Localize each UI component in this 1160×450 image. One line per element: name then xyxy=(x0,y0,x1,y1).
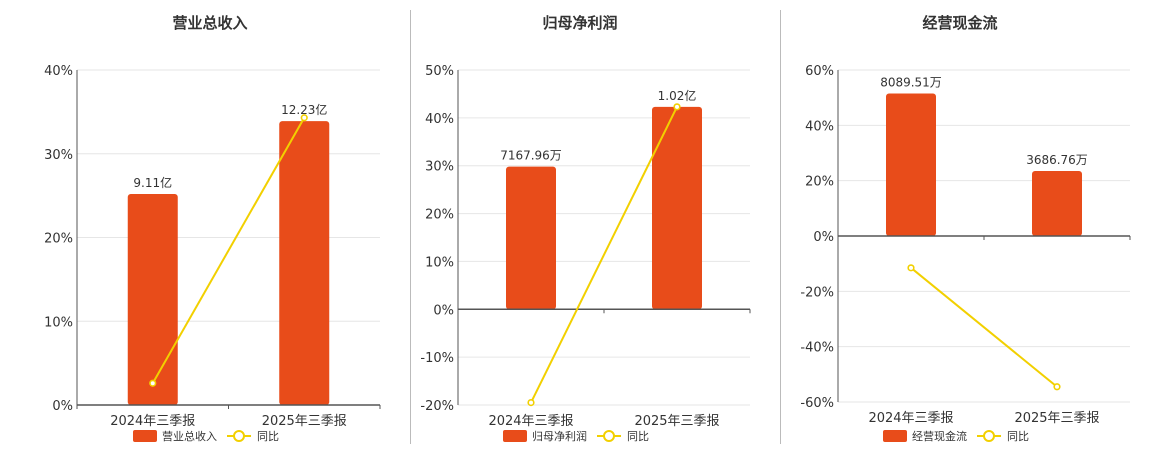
p1-legend-bar-swatch xyxy=(133,430,157,442)
p3-ytick-label: -20% xyxy=(800,285,834,300)
p1-yoy-line xyxy=(151,117,306,384)
p2-bar-label: 7167.96万 xyxy=(500,149,562,163)
p3-ytick-label: -60% xyxy=(800,396,834,411)
p2-legend-bar-label: 归母净利润 xyxy=(532,429,587,443)
p2-ytick-label: 50% xyxy=(425,64,454,79)
p2-ytick-label: 20% xyxy=(425,208,454,223)
p3-yoy-line xyxy=(910,267,1058,388)
p1-ytick-label: 10% xyxy=(44,315,73,330)
p2-yoy-point xyxy=(527,399,535,407)
p2-bar-label: 1.02亿 xyxy=(658,88,697,103)
p1-category-label: 2024年三季报 xyxy=(110,414,195,429)
p3-ytick-label: 0% xyxy=(813,230,834,245)
p3-bar xyxy=(1032,170,1082,236)
p3-legend-bar-label: 经营现金流 xyxy=(912,429,967,443)
p1-yoy-point xyxy=(300,114,308,122)
p3-ytick-label: 20% xyxy=(805,175,834,190)
p2-ytick-label: -20% xyxy=(420,399,454,414)
panel-divider-2 xyxy=(780,10,781,444)
p3-bar-label: 3686.76万 xyxy=(1026,153,1088,167)
p3-ytick-label: 40% xyxy=(805,119,834,134)
p1-ytick-label: 30% xyxy=(44,148,73,163)
p1-ytick-label: 20% xyxy=(44,232,73,247)
p1-title: 营业总收入 xyxy=(172,14,247,32)
p3-legend-bar-swatch xyxy=(883,430,907,442)
p2-category-label: 2025年三季报 xyxy=(634,414,719,429)
p2-category-label: 2024年三季报 xyxy=(488,414,573,429)
p2-bar xyxy=(506,166,556,310)
p1-ytick-label: 0% xyxy=(52,399,73,414)
p1-ytick-label: 40% xyxy=(44,64,73,79)
p1-yoy-point xyxy=(149,379,157,387)
p1-legend-line-marker xyxy=(233,430,245,442)
p2-ytick-label: 40% xyxy=(425,112,454,127)
p1-bar-label: 12.23亿 xyxy=(281,102,327,117)
p3-category-label: 2025年三季报 xyxy=(1014,411,1099,426)
p2-legend-line-label: 同比 xyxy=(627,430,649,443)
p1-category-label: 2025年三季报 xyxy=(262,414,347,429)
p1-bar xyxy=(127,193,178,405)
p3-ytick-label: -40% xyxy=(800,341,834,356)
p3-category-label: 2024年三季报 xyxy=(868,411,953,426)
p2-yoy-line xyxy=(530,106,678,404)
p1-bar xyxy=(279,121,330,406)
p2-title: 归母净利润 xyxy=(542,14,617,32)
p2-ytick-label: 30% xyxy=(425,160,454,175)
p1-bar-label: 9.11亿 xyxy=(133,175,172,190)
p3-legend-line-label: 同比 xyxy=(1007,430,1029,443)
p3-yoy-point xyxy=(1053,383,1061,391)
p1-legend-line-label: 同比 xyxy=(257,430,279,443)
p2-yoy-point xyxy=(673,103,681,111)
p2-ytick-label: 0% xyxy=(433,303,454,318)
p3-bar-label: 8089.51万 xyxy=(880,76,942,90)
p2-ytick-label: -10% xyxy=(420,351,454,366)
p3-bar xyxy=(886,93,936,237)
panel-divider-1 xyxy=(410,10,411,444)
p3-yoy-point xyxy=(907,264,915,272)
p2-ytick-label: 10% xyxy=(425,255,454,270)
p2-legend-line-marker xyxy=(603,430,615,442)
p3-legend-line-marker xyxy=(983,430,995,442)
p3-title: 经营现金流 xyxy=(922,14,997,32)
p2-legend-bar-swatch xyxy=(503,430,527,442)
p1-legend-bar-label: 营业总收入 xyxy=(162,429,217,443)
p3-ytick-label: 60% xyxy=(805,64,834,79)
p2-bar xyxy=(652,106,702,310)
